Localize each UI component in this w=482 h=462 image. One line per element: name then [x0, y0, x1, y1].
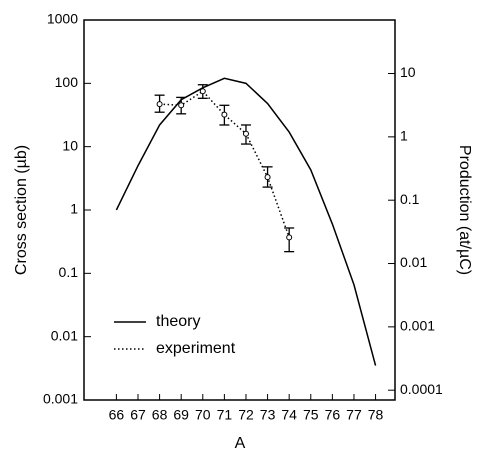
y-axis-title: Cross section (µb)	[13, 145, 30, 275]
x-tick-label: 69	[173, 407, 189, 423]
y2-tick-label: 1	[400, 128, 408, 144]
x-axis-title: A	[235, 435, 246, 452]
x-tick-label: 71	[217, 407, 233, 423]
data-point	[242, 130, 249, 137]
y2-tick-label: 10	[400, 64, 416, 80]
y2-tick-label: 0.001	[400, 318, 435, 334]
y-tick-label: 10	[62, 137, 78, 153]
legend-label: theory	[156, 313, 200, 330]
y2-tick-label: 0.01	[400, 254, 427, 270]
x-tick-label: 74	[281, 407, 297, 423]
x-tick-label: 78	[368, 407, 384, 423]
data-point	[221, 111, 228, 118]
y-tick-label: 0.1	[59, 264, 79, 280]
data-point	[264, 174, 271, 181]
data-point	[156, 101, 163, 108]
y-tick-label: 1	[70, 201, 78, 217]
data-point	[286, 234, 293, 241]
x-tick-label: 67	[130, 407, 146, 423]
y-tick-label: 0.001	[43, 391, 78, 407]
x-tick-label: 70	[195, 407, 211, 423]
legend-label: experiment	[156, 340, 236, 357]
series-line	[115, 77, 377, 366]
y-tick-label: 0.01	[51, 327, 78, 343]
x-tick-label: 68	[152, 407, 168, 423]
y2-axis-title: Production (at/µC)	[456, 145, 473, 275]
plot-frame	[83, 19, 396, 401]
x-tick-label: 77	[346, 407, 362, 423]
x-tick-label: 66	[109, 407, 125, 423]
x-tick-label: 73	[260, 407, 276, 423]
x-tick-label: 72	[238, 407, 254, 423]
y-tick-label: 100	[55, 74, 79, 90]
x-tick-label: 75	[303, 407, 319, 423]
y-tick-label: 1000	[47, 11, 78, 27]
data-point	[178, 102, 185, 109]
y2-tick-label: 0.0001	[400, 381, 443, 397]
x-tick-label: 76	[325, 407, 341, 423]
y2-tick-label: 0.1	[400, 191, 420, 207]
data-point	[199, 88, 206, 95]
